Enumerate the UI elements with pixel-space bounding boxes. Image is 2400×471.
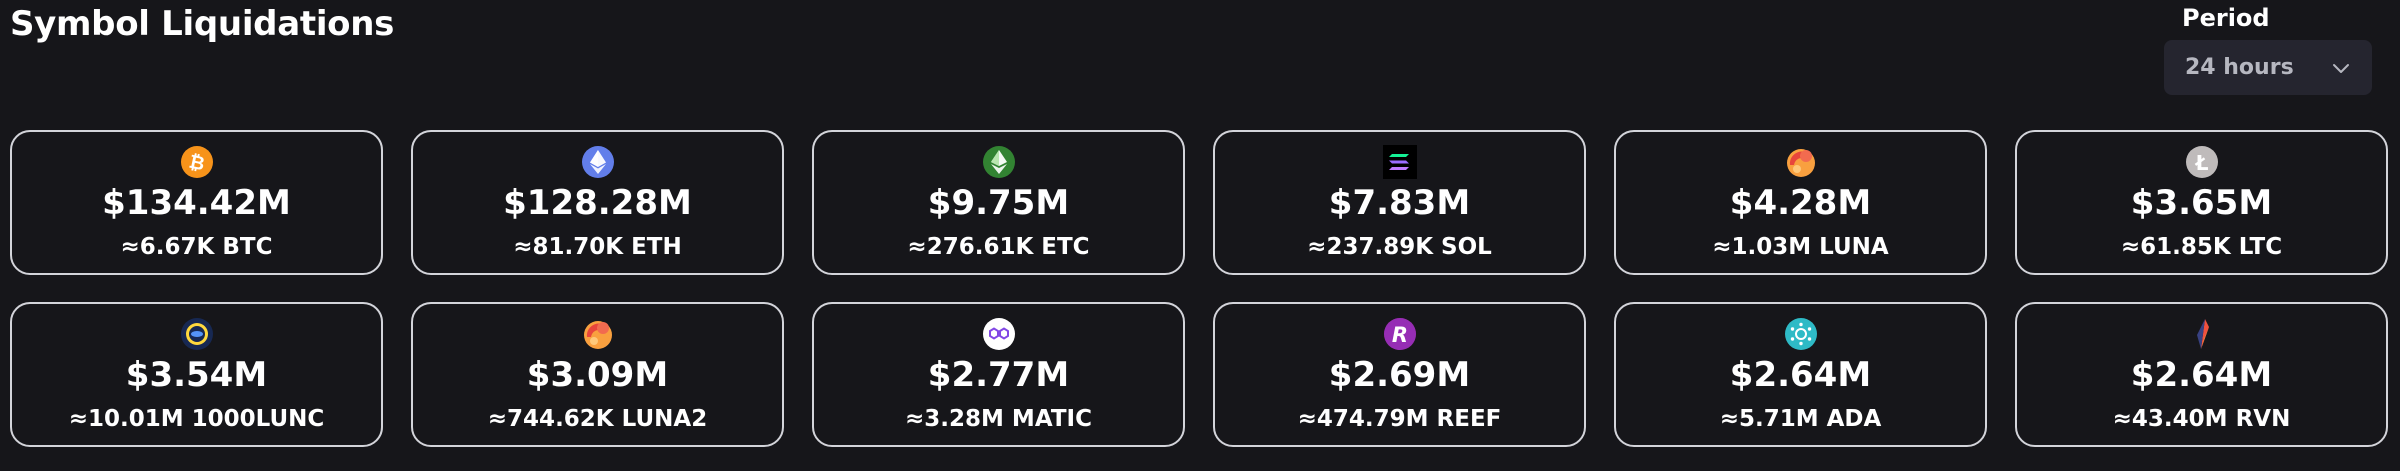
liquidation-card-reef[interactable]: R $2.69M ≈474.79M REEF bbox=[1213, 302, 1586, 447]
etc-icon bbox=[982, 146, 1015, 178]
card-usd-value: $2.64M bbox=[2130, 355, 2273, 395]
card-coin-amount: ≈6.67K BTC bbox=[120, 234, 273, 260]
liquidation-cards-grid: ₿ $134.42M ≈6.67K BTC $128.28M ≈81.70K E… bbox=[10, 130, 2392, 447]
liquidation-card-ada[interactable]: $2.64M ≈5.71M ADA bbox=[1614, 302, 1987, 447]
liquidation-card-etc[interactable]: $9.75M ≈276.61K ETC bbox=[812, 130, 1185, 275]
svg-text:₿: ₿ bbox=[186, 151, 206, 176]
card-coin-amount: ≈43.40M RVN bbox=[2112, 406, 2291, 432]
card-coin-amount: ≈237.89K SOL bbox=[1307, 234, 1492, 260]
ada-icon bbox=[1784, 318, 1817, 350]
liquidation-card-matic[interactable]: $2.77M ≈3.28M MATIC bbox=[812, 302, 1185, 447]
card-usd-value: $2.69M bbox=[1328, 355, 1471, 395]
lunc-icon bbox=[180, 318, 213, 350]
card-coin-amount: ≈3.28M MATIC bbox=[905, 406, 1092, 432]
card-usd-value: $128.28M bbox=[503, 183, 692, 223]
luna-icon bbox=[1786, 149, 1815, 177]
card-usd-value: $3.09M bbox=[526, 355, 669, 395]
card-usd-value: $9.75M bbox=[927, 183, 1070, 223]
card-coin-amount: ≈276.61K ETC bbox=[907, 234, 1090, 260]
card-coin-amount: ≈61.85K LTC bbox=[2120, 234, 2283, 260]
reef-icon: R bbox=[1383, 318, 1416, 350]
card-coin-amount: ≈474.79M REEF bbox=[1297, 406, 1502, 432]
card-coin-amount: ≈10.01M 1000LUNC bbox=[68, 406, 325, 432]
period-dropdown[interactable]: 24 hours bbox=[2164, 40, 2372, 95]
card-coin-amount: ≈744.62K LUNA2 bbox=[487, 406, 708, 432]
liquidation-card-1000lunc[interactable]: $3.54M ≈10.01M 1000LUNC bbox=[10, 302, 383, 447]
liquidation-card-luna[interactable]: $4.28M ≈1.03M LUNA bbox=[1614, 130, 1987, 275]
card-usd-value: $2.77M bbox=[927, 355, 1070, 395]
sol-icon bbox=[1382, 145, 1417, 179]
card-coin-amount: ≈1.03M LUNA bbox=[1712, 234, 1889, 260]
liquidation-card-sol[interactable]: $7.83M ≈237.89K SOL bbox=[1213, 130, 1586, 275]
card-usd-value: $4.28M bbox=[1729, 183, 1872, 223]
chevron-down-icon bbox=[2333, 63, 2349, 73]
luna2-icon bbox=[583, 321, 612, 349]
liquidation-card-luna2[interactable]: $3.09M ≈744.62K LUNA2 bbox=[411, 302, 784, 447]
ltc-icon: Ł bbox=[2185, 146, 2218, 178]
rvn-icon bbox=[2196, 319, 2209, 349]
page-title: Symbol Liquidations bbox=[10, 4, 395, 44]
card-usd-value: $3.65M bbox=[2130, 183, 2273, 223]
svg-text:Ł: Ł bbox=[2194, 151, 2208, 175]
card-usd-value: $2.64M bbox=[1729, 355, 1872, 395]
eth-icon bbox=[581, 146, 614, 178]
liquidation-card-rvn[interactable]: $2.64M ≈43.40M RVN bbox=[2015, 302, 2388, 447]
liquidation-card-ltc[interactable]: Ł $3.65M ≈61.85K LTC bbox=[2015, 130, 2388, 275]
svg-text:R: R bbox=[1391, 323, 1407, 347]
period-selected-value: 24 hours bbox=[2185, 55, 2294, 80]
card-usd-value: $134.42M bbox=[102, 183, 291, 223]
matic-icon bbox=[982, 318, 1015, 350]
card-coin-amount: ≈5.71M ADA bbox=[1719, 406, 1882, 432]
card-coin-amount: ≈81.70K ETH bbox=[513, 234, 682, 260]
liquidation-card-btc[interactable]: ₿ $134.42M ≈6.67K BTC bbox=[10, 130, 383, 275]
liquidation-card-eth[interactable]: $128.28M ≈81.70K ETH bbox=[411, 130, 784, 275]
period-label: Period bbox=[2182, 4, 2270, 32]
card-usd-value: $3.54M bbox=[125, 355, 268, 395]
btc-icon: ₿ bbox=[180, 146, 213, 178]
card-usd-value: $7.83M bbox=[1328, 183, 1471, 223]
